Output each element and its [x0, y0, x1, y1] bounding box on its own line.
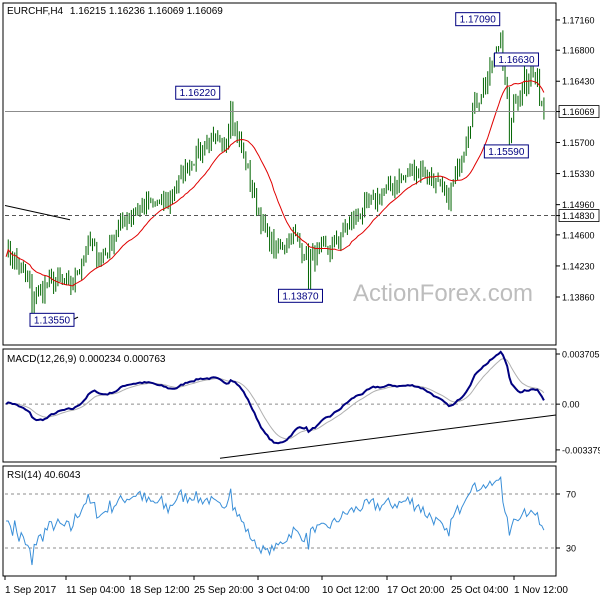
trendline-top	[4, 204, 71, 221]
rsi-tick-label-0: 70	[566, 490, 576, 500]
price-tick-label-2: 1.16430	[562, 77, 595, 87]
x-tick-label-8: 1 Nov 12:00	[514, 585, 568, 596]
price-tick-label-0: 1.17160	[562, 15, 595, 25]
x-tick-label-2: 18 Sep 12:00	[130, 585, 190, 596]
x-tick-label-6: 17 Oct 20:00	[387, 585, 445, 596]
moving-average-line	[5, 80, 545, 287]
macd-tick-label-1: 0.00	[562, 400, 580, 410]
macd-panel-frame	[2, 348, 557, 463]
x-tick-label-1: 11 Sep 04:00	[66, 585, 125, 596]
rsi-layer	[5, 475, 556, 566]
macd-line	[5, 350, 545, 445]
x-tick-label-3: 25 Sep 20:00	[194, 585, 254, 596]
swing-label-0: 1.13550	[34, 315, 71, 326]
rsi-title: RSI(14) 40.6043	[7, 470, 81, 481]
swing-label-box-1	[175, 85, 221, 100]
price-tick-label-5: 1.15330	[562, 169, 595, 179]
price-tick-label-7: 1.14830	[562, 211, 595, 221]
swing-label-box-5	[483, 144, 529, 159]
watermark: ActionForex.com	[353, 280, 533, 307]
swing-label-box-4	[493, 52, 539, 67]
rsi-tick-label-1: 30	[566, 544, 576, 554]
macd-trendline	[219, 414, 557, 459]
price-tick-label-6: 1.14960	[562, 200, 595, 210]
price-tick-label-1: 1.16800	[562, 46, 595, 56]
price-panel-frame	[2, 2, 557, 346]
macd-layer	[5, 350, 557, 459]
x-tick-label-7: 25 Oct 04:00	[451, 585, 509, 596]
price-tick-label-9: 1.14230	[562, 261, 595, 271]
swing-label-1: 1.16220	[180, 88, 217, 99]
ohlc-label: 1.16215 1.16236 1.16069 1.16069	[70, 6, 223, 17]
price-tick-label-3: 1.16069	[562, 107, 595, 117]
price-layer: 1.13550 1.16220 1.13870 1.17090 1.16630 1.155…	[4, 12, 556, 327]
x-tick-label-5: 10 Oct 12:00	[322, 585, 380, 596]
swing-label-2: 1.13870	[282, 291, 319, 302]
rsi-panel-frame	[2, 465, 557, 577]
swing-label-5: 1.15590	[488, 147, 525, 158]
macd-tick-label-2: -0.003379	[562, 445, 600, 455]
price-tick-label-10: 1.13860	[562, 292, 595, 302]
swing-label-box-0	[29, 312, 75, 327]
macd-title: MACD(12,26,9) 0.000234 0.000763	[7, 354, 166, 365]
macd-tick-label-0: 0.003705	[562, 349, 600, 359]
price-tick-label-8: 1.14600	[562, 230, 595, 240]
axis-layer: 1.17160 1.16800 1.16430 1.16069 1.15700 1.153…	[4, 15, 600, 596]
price-header: EURCHF,H4 1.16215 1.16236 1.16069 1.1606…	[7, 6, 223, 17]
swing-label-box-3	[455, 12, 501, 27]
price-tick-label-4: 1.15700	[562, 138, 595, 148]
swing-label-4: 1.16630	[498, 55, 535, 66]
macd-signal-line	[6, 358, 545, 440]
symbol-label: EURCHF,H4	[7, 6, 64, 17]
rsi-line	[6, 475, 545, 566]
swing-label-3: 1.17090	[460, 15, 497, 26]
x-tick-label-4: 3 Oct 04:00	[258, 585, 310, 596]
x-tick-label-0: 1 Sep 2017	[5, 585, 57, 596]
swing-label-box-2	[277, 288, 323, 303]
